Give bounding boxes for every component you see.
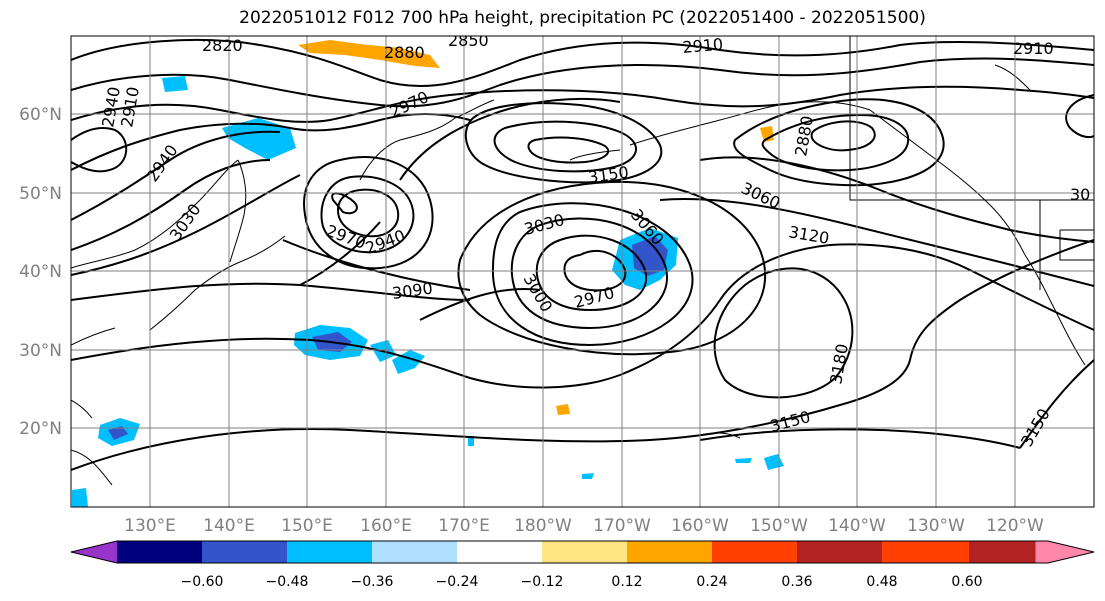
lat-label: 60°N	[19, 105, 62, 125]
lon-label: 130°W	[907, 516, 965, 536]
contour-label: 30	[1070, 185, 1090, 204]
colorbar-segment	[627, 541, 712, 563]
colorbar-segment	[542, 541, 627, 563]
lon-label: 180°W	[514, 516, 572, 536]
colorbar-tick-label: 0.24	[696, 574, 727, 590]
lat-label: 40°N	[19, 262, 62, 282]
colorbar-tick-label: 0.48	[866, 574, 897, 590]
lon-label: 140°E	[203, 516, 255, 536]
height-contours	[71, 39, 1094, 471]
colorbar-tick-label: −0.48	[266, 574, 309, 590]
colorbar-tick-label: −0.36	[351, 574, 394, 590]
colorbar-segment	[372, 541, 457, 563]
lat-label: 50°N	[19, 184, 62, 204]
lon-label: 170°E	[438, 516, 490, 536]
colorbar-tick-label: 0.12	[611, 574, 642, 590]
colorbar-segment	[712, 541, 797, 563]
lon-label: 170°W	[593, 516, 651, 536]
colorbar-tick-label: −0.24	[436, 574, 479, 590]
contour-label: 2850	[448, 31, 489, 50]
colorbar-segment	[797, 541, 882, 563]
colorbar: −0.60 −0.48 −0.36 −0.24 −0.12 0.12 0.24 …	[70, 540, 1095, 590]
lon-labels: 130°E 140°E 150°E 160°E 170°E 180°W 170°…	[124, 516, 1044, 536]
colorbar-segment	[457, 541, 542, 563]
contour-label: 2910	[1013, 39, 1054, 58]
lon-label: 150°W	[750, 516, 808, 536]
graticule	[71, 36, 1094, 507]
colorbar-tick-label: −0.60	[181, 574, 224, 590]
colorbar-tick-label: 0.36	[781, 574, 812, 590]
map-frame	[70, 35, 1095, 508]
colorbar-segment	[202, 541, 287, 563]
colorbar-tick-label: −0.12	[521, 574, 564, 590]
colorbar-ticks: −0.60 −0.48 −0.36 −0.24 −0.12 0.12 0.24 …	[181, 574, 983, 590]
chart-title: 2022051012 F012 700 hPa height, precipit…	[239, 8, 926, 28]
contour-label: 2880	[384, 43, 425, 62]
lat-labels: 60°N 50°N 40°N 30°N 20°N	[19, 105, 62, 439]
colorbar-tick-label: 0.60	[951, 574, 982, 590]
colorbar-outline	[70, 540, 1095, 564]
lon-label: 140°W	[828, 516, 886, 536]
colorbar-segment	[287, 541, 372, 563]
lon-label: 160°E	[360, 516, 412, 536]
colorbar-extend-high	[882, 541, 1094, 563]
contour-label: 2910	[682, 35, 724, 57]
lon-label: 120°W	[986, 516, 1044, 536]
colorbar-extend-low	[71, 541, 117, 563]
contour-label: 2820	[202, 36, 243, 55]
lon-label: 150°E	[281, 516, 333, 536]
lon-label: 130°E	[124, 516, 176, 536]
coastlines	[71, 36, 1094, 486]
lon-label: 160°W	[671, 516, 729, 536]
colorbar-segment	[117, 541, 202, 563]
lat-label: 20°N	[19, 419, 62, 439]
precip-anomaly-patches	[72, 40, 784, 507]
lat-label: 30°N	[19, 341, 62, 361]
